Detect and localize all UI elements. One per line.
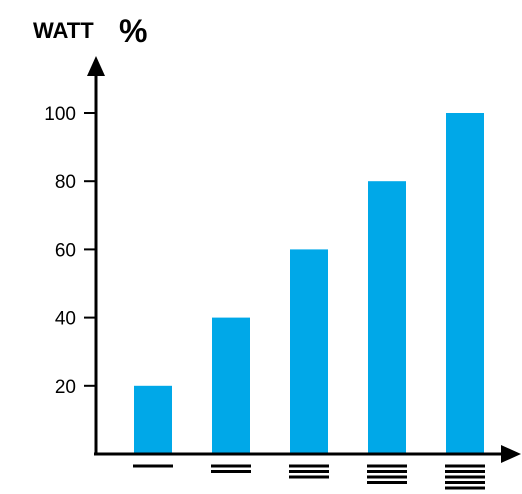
category-icon-2 — [211, 464, 251, 473]
chart-title-unit: WATT — [33, 18, 94, 43]
y-tick-label: 100 — [44, 104, 76, 125]
bar-4 — [368, 181, 406, 453]
bar-3 — [290, 249, 328, 453]
bar-2 — [212, 317, 250, 453]
bar-1 — [134, 385, 172, 453]
category-icon-5 — [445, 464, 485, 490]
y-tick-label: 80 — [55, 172, 76, 193]
chart-title-symbol: % — [119, 13, 147, 49]
y-tick-label: 20 — [55, 377, 76, 398]
bar-5 — [446, 113, 484, 453]
category-icon-4 — [367, 464, 407, 484]
category-icon-3 — [289, 464, 329, 479]
y-axis-arrow — [87, 56, 105, 76]
y-tick-label: 40 — [55, 309, 76, 330]
x-axis-arrow — [501, 445, 521, 463]
y-tick-label: 60 — [55, 240, 76, 261]
